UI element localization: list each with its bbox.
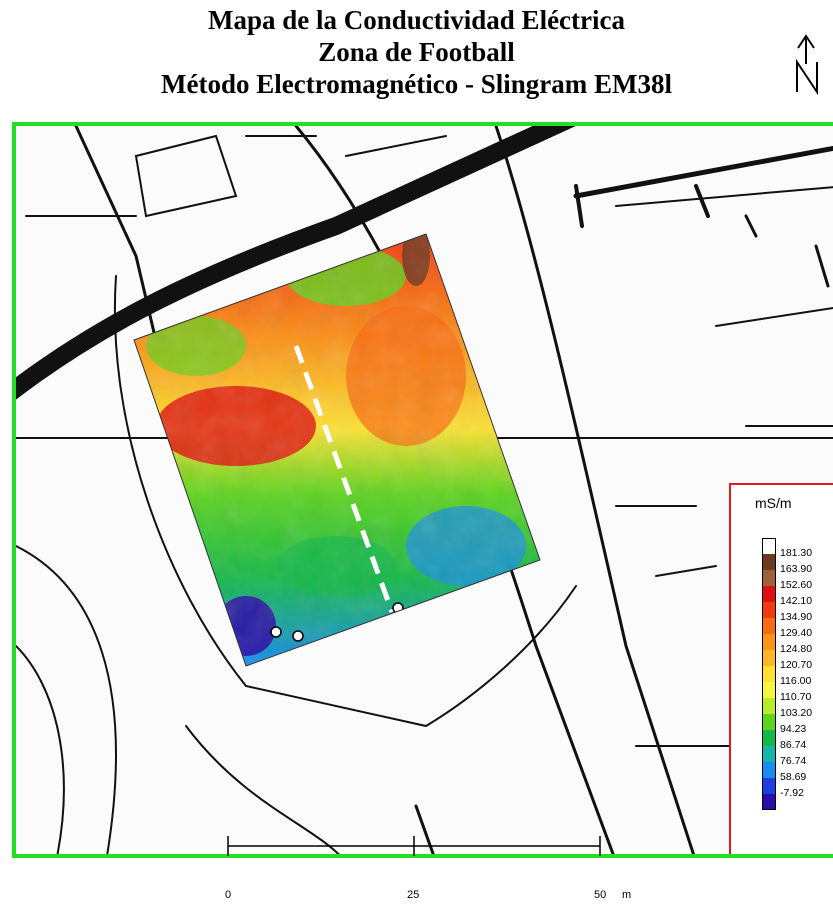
legend-swatch [762, 618, 776, 634]
legend-labels: 181.30 163.90 152.60 142.10 134.90 129.40 124.… [780, 545, 812, 801]
legend-swatch [762, 570, 776, 586]
legend-label: 124.80 [780, 643, 813, 655]
scale-bar [227, 836, 601, 856]
legend-label: -7.92 [780, 787, 804, 799]
legend-swatch [762, 586, 776, 602]
legend-label: 163.90 [780, 563, 813, 575]
legend-label: 134.90 [780, 611, 813, 623]
legend-label: 110.70 [780, 691, 812, 703]
scale-label-25: 25 [407, 889, 420, 901]
legend-swatch [762, 538, 776, 554]
map-title-line-2: Zona de Football [318, 37, 515, 67]
scale-unit: m [622, 889, 632, 901]
legend-swatches [762, 538, 776, 810]
legend-swatch [762, 746, 776, 762]
legend-swatch [762, 778, 776, 794]
legend-swatch [762, 554, 776, 570]
legend-swatch [762, 730, 776, 746]
legend-label: 181.30 [780, 547, 813, 559]
legend-label: 152.60 [780, 579, 813, 591]
north-arrow-icon [796, 34, 818, 96]
conductivity-grid [134, 234, 540, 666]
map-title-block: Mapa de la Conductividad Eléctrica Zona … [0, 4, 833, 100]
legend-swatch [762, 634, 776, 650]
legend-swatch [762, 762, 776, 778]
legend-swatch [762, 650, 776, 666]
legend-label: 86.74 [780, 739, 807, 751]
legend-label: 116.00 [780, 675, 812, 687]
base-map [16, 126, 833, 854]
legend-swatch [762, 602, 776, 618]
map-frame: mS/m 181.30 163.90 152.60 142.10 134.90 129.4… [12, 122, 833, 858]
legend: mS/m 181.30 163.90 152.60 142.10 134.90 129.4… [729, 483, 833, 854]
legend-swatch [762, 682, 776, 698]
map-title-line-1: Mapa de la Conductividad Eléctrica [208, 5, 625, 35]
legend-label: 103.20 [780, 707, 813, 719]
legend-unit: mS/m [755, 495, 792, 511]
map-title-line-3: Método Electromagnético - Slingram EM38l [161, 69, 672, 99]
legend-label: 58.69 [780, 771, 807, 783]
legend-swatch [762, 666, 776, 682]
legend-label: 120.70 [780, 659, 813, 671]
legend-swatch [762, 714, 776, 730]
legend-label: 94.23 [780, 723, 807, 735]
legend-label: 76.74 [780, 755, 807, 767]
legend-label: 142.10 [780, 595, 813, 607]
scale-label-0: 0 [225, 889, 232, 901]
legend-label: 129.40 [780, 627, 813, 639]
legend-swatch [762, 794, 776, 810]
legend-swatch [762, 698, 776, 714]
scale-label-50: 50 [594, 889, 607, 901]
